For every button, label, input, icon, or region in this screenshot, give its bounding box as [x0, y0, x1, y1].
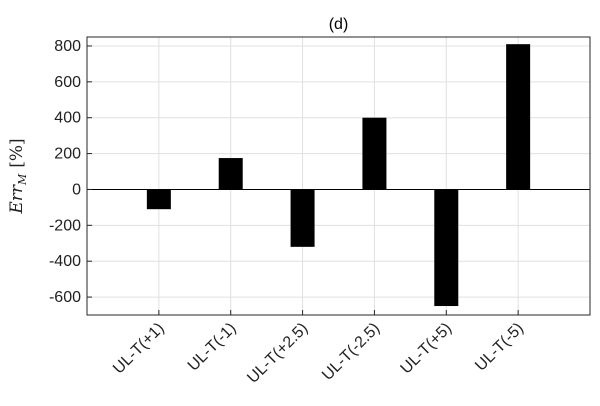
- chart-title: (d): [329, 16, 349, 33]
- x-tick-label: UL-T(+1): [110, 320, 168, 378]
- x-tick-label: UL-T(-5): [472, 320, 527, 375]
- y-axis-label: ErrM [%]: [7, 138, 29, 214]
- bars: [146, 44, 531, 307]
- y-tick-label: 200: [54, 146, 81, 163]
- bar: [146, 189, 171, 210]
- y-tick-label: 800: [54, 38, 81, 55]
- x-axis-ticks: UL-T(+1) UL-T(-1) UL-T(+2.5) UL-T(-2.5) UL-T…: [110, 310, 527, 387]
- bar: [362, 117, 387, 190]
- x-tick-label: UL-T(-2.5): [319, 320, 383, 384]
- y-tick-label: -400: [49, 253, 81, 270]
- x-tick-label: UL-T(+5): [398, 320, 456, 378]
- y-axis-label-base: Err: [7, 184, 27, 215]
- y-axis-ticks: -600 -400 -200 0 200 400 600 800: [49, 38, 92, 306]
- bar: [506, 44, 531, 190]
- bar: [290, 189, 315, 247]
- bar: [218, 158, 243, 190]
- y-tick-label: 600: [54, 74, 81, 91]
- bar: [434, 189, 459, 307]
- y-tick-label: 400: [54, 110, 81, 127]
- y-axis-label-subscript: M: [16, 173, 29, 186]
- plot-frame: [86, 36, 591, 316]
- x-tick-label: UL-T(+2.5): [244, 320, 311, 387]
- y-tick-label: -600: [49, 289, 81, 306]
- y-tick-label: 0: [72, 181, 81, 198]
- y-tick-label: -200: [49, 217, 81, 234]
- x-tick-label: UL-T(-1): [185, 320, 240, 375]
- y-axis-label-unit: [%]: [7, 138, 27, 167]
